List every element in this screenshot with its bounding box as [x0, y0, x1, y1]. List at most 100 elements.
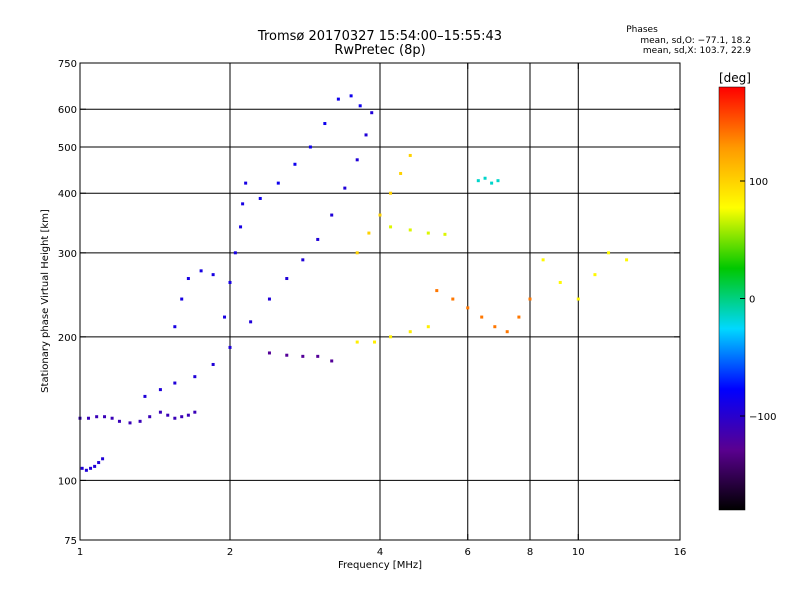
echo-point — [173, 381, 177, 385]
echo-trace — [476, 176, 500, 185]
echo-point — [408, 330, 412, 334]
echo-point — [505, 330, 509, 334]
echo-point — [173, 416, 177, 420]
echo-point — [355, 340, 359, 344]
phase-info-o-mode: mean, sd,O: −77.1, 18.2 — [640, 36, 751, 46]
echo-point — [490, 181, 494, 185]
echo-point — [316, 237, 320, 241]
y-tick-label: 100 — [58, 476, 77, 487]
echo-trace — [143, 111, 374, 398]
echo-point — [558, 280, 562, 284]
echo-point — [103, 415, 107, 419]
echo-point — [330, 213, 334, 217]
echo-point — [301, 354, 305, 358]
echo-point — [143, 394, 147, 398]
y-tick-label: 500 — [58, 143, 77, 154]
echo-point — [258, 196, 262, 200]
echo-point — [228, 345, 232, 349]
echo-point — [370, 111, 374, 115]
echo-point — [435, 289, 439, 293]
colorbar-tick-label: −100 — [749, 412, 776, 423]
y-axis-ticks: 75 100 200 300 400 500 600 750 — [58, 59, 680, 547]
echo-point — [199, 269, 203, 273]
echo-point — [517, 315, 521, 319]
echo-point — [528, 297, 532, 301]
echo-point — [180, 415, 184, 419]
echo-trace — [389, 225, 447, 236]
x-tick-label: 8 — [527, 547, 533, 558]
echo-point — [285, 353, 289, 357]
x-tick-label: 1 — [77, 547, 83, 558]
echo-point — [301, 258, 305, 262]
colorbar-tick-label: 0 — [749, 295, 755, 306]
echo-trace — [78, 410, 197, 425]
echo-point — [308, 145, 312, 149]
echo-point — [241, 202, 245, 206]
echo-point — [84, 468, 88, 472]
echo-point — [211, 362, 215, 366]
echo-point — [343, 186, 347, 190]
echo-point — [93, 464, 97, 468]
echo-point — [186, 413, 190, 417]
echo-point — [276, 181, 280, 185]
echo-point — [426, 325, 430, 329]
echo-point — [285, 277, 289, 281]
echo-point — [625, 258, 629, 262]
echo-point — [496, 179, 500, 183]
echo-trace — [80, 457, 105, 472]
echo-point — [399, 171, 403, 175]
echo-point — [244, 181, 248, 185]
echo-point — [408, 228, 412, 232]
echo-point — [173, 325, 177, 329]
echo-point — [480, 315, 484, 319]
echo-point — [86, 416, 90, 420]
y-tick-label: 400 — [58, 189, 77, 200]
x-tick-label: 2 — [227, 547, 233, 558]
echo-point — [193, 410, 197, 414]
echo-point — [228, 280, 232, 284]
echo-point — [110, 416, 114, 420]
colorbar-unit: [deg] — [719, 71, 751, 85]
echo-point — [211, 273, 215, 277]
echo-point — [267, 351, 271, 355]
echo-point — [101, 457, 105, 461]
phase-info: Phases mean, sd,O: −77.1, 18.2 mean, sd,… — [626, 25, 751, 56]
echo-point — [541, 258, 545, 262]
echo-point — [389, 335, 393, 339]
echo-point — [451, 297, 455, 301]
y-tick-label: 75 — [64, 536, 77, 547]
echo-trace — [173, 269, 215, 329]
chart-subtitle: RwPretec (8p) — [334, 43, 425, 58]
y-tick-label: 300 — [58, 249, 77, 260]
x-axis-title: Frequency [MHz] — [338, 560, 422, 571]
phase-info-x-mode: mean, sd,X: 103.7, 22.9 — [643, 46, 751, 56]
echo-point — [466, 306, 470, 310]
echo-point — [408, 153, 412, 157]
echo-point — [233, 251, 237, 255]
echo-point — [373, 340, 377, 344]
echo-point — [128, 421, 132, 425]
echo-point — [355, 158, 359, 162]
echo-point — [180, 297, 184, 301]
scatter-points — [78, 94, 629, 472]
echo-point — [483, 176, 487, 180]
x-tick-label: 6 — [465, 547, 471, 558]
echo-point — [593, 273, 597, 277]
echo-point — [249, 320, 253, 324]
echo-point — [158, 410, 162, 414]
chart-title: Tromsø 20170327 15:54:00–15:55:43 — [257, 29, 502, 44]
y-axis-title: Stationary phase Virtual Height [km] — [40, 209, 51, 393]
echo-trace — [435, 289, 532, 334]
colorbar-tick-label: 100 — [749, 177, 768, 188]
echo-point — [358, 104, 362, 108]
echo-point — [97, 461, 101, 465]
echo-point — [607, 251, 611, 255]
echo-point — [186, 277, 190, 281]
echo-point — [267, 297, 271, 301]
echo-point — [493, 325, 497, 329]
echo-point — [367, 231, 371, 235]
echo-trace — [267, 351, 334, 363]
x-axis-ticks: 1 2 4 6 8 10 16 — [77, 63, 686, 558]
echo-point — [138, 419, 142, 423]
echo-point — [349, 94, 353, 98]
